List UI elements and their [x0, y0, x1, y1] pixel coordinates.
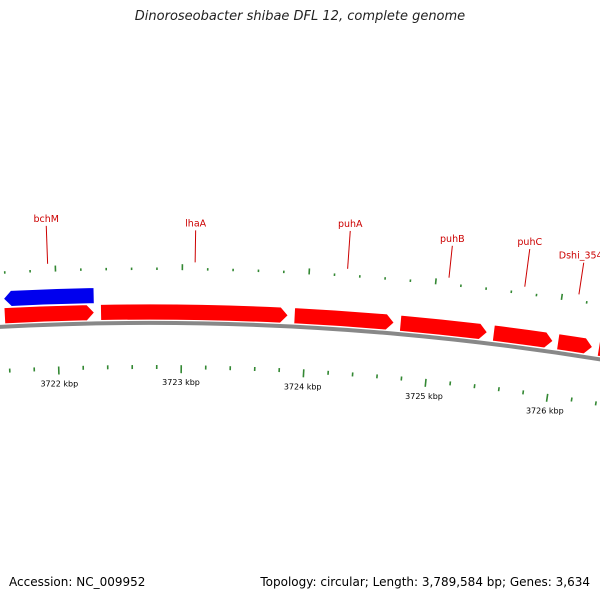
- gene-track-tick: [434, 278, 437, 285]
- axis-label: 3723 kbp: [162, 378, 200, 387]
- gene-track-tick: [560, 293, 564, 300]
- gene-feature-acsF[interactable]: [596, 339, 600, 379]
- gene-label-leaders: [45, 225, 585, 295]
- accession-text: Accession: NC_009952: [9, 575, 146, 589]
- gene-feature[interactable]: [3, 304, 95, 325]
- gene-labels: chlLbchMlhaApuhApuhBpuhCDshi_3543acsFpuh…: [34, 214, 600, 262]
- axis-label: 3725 kbp: [405, 392, 443, 401]
- gene-label-leader: [578, 262, 585, 295]
- gene-features: [3, 287, 600, 379]
- gene-feature-lhaA[interactable]: [100, 303, 289, 324]
- gene-label-puhB: puhB: [440, 234, 465, 245]
- gene-feature-puhC[interactable]: [492, 324, 554, 349]
- axis-label: 3726 kbp: [526, 407, 564, 416]
- gene-feature-puhB[interactable]: [399, 314, 488, 340]
- axis-minor-tick: [594, 401, 597, 406]
- gene-label-lhaA: lhaA: [185, 218, 206, 229]
- genome-summary: Topology: circular; Length: 3,789,584 bp…: [260, 575, 590, 589]
- gene-tick-track: [3, 264, 588, 304]
- gene-label-leader: [448, 245, 453, 278]
- gene-feature-puhA[interactable]: [293, 307, 395, 331]
- gene-feature-Dshi_3543[interactable]: [556, 333, 593, 355]
- genome-backbone: [0, 321, 600, 362]
- gene-label-leader: [194, 230, 197, 263]
- gene-feature-bchM[interactable]: [3, 287, 95, 307]
- genome-title: Dinoroseobacter shibae DFL 12, complete …: [134, 9, 466, 24]
- gene-label-leader: [347, 230, 351, 269]
- gene-label-leader: [45, 225, 49, 264]
- axis-minor-tick: [570, 397, 573, 402]
- gene-label-puhA: puhA: [338, 219, 363, 230]
- gene-label-leader: [524, 248, 531, 287]
- axis-label: 3722 kbp: [40, 380, 78, 389]
- gene-label-puhC: puhC: [517, 237, 542, 248]
- backbone-arc: [0, 321, 600, 362]
- axis-minor-tick: [497, 387, 500, 392]
- axis-major-tick: [424, 378, 427, 387]
- axis-major-tick: [545, 393, 549, 402]
- axis-minor-tick: [522, 390, 525, 395]
- axis-label: 3724 kbp: [284, 382, 322, 391]
- gene-label-bchM: bchM: [34, 214, 59, 225]
